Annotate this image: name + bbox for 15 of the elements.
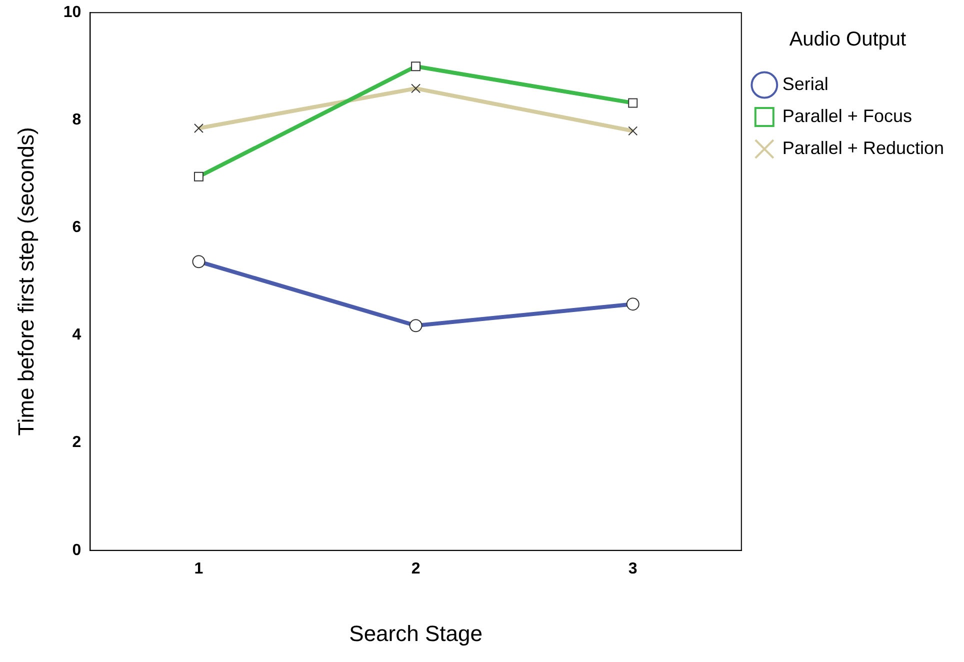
y-tick-label: 0 [72, 542, 82, 559]
y-axis-title: Time before first step (seconds) [13, 127, 38, 436]
legend-label: Parallel + Reduction [782, 138, 944, 158]
y-tick-label: 2 [72, 434, 82, 452]
x-axis-title: Search Stage [349, 620, 482, 646]
legend-title: Audio Output [789, 28, 907, 51]
x-tick-label: 1 [194, 560, 204, 578]
x-tick-label: 3 [628, 560, 638, 578]
y-tick-label: 8 [72, 112, 82, 129]
y-tick-label: 10 [63, 4, 82, 22]
legend-label: Parallel + Focus [782, 106, 912, 126]
y-tick-label: 4 [72, 326, 82, 344]
legend-label: Serial [782, 74, 828, 94]
y-tick-label: 6 [72, 219, 82, 236]
x-tick-label: 2 [411, 560, 420, 578]
